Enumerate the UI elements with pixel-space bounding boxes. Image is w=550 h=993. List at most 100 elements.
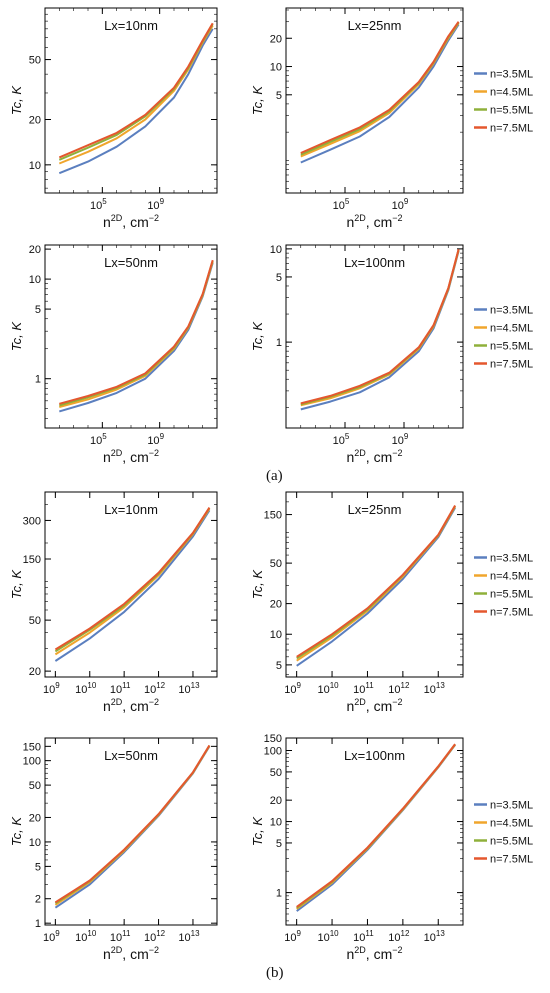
x-tick-label: 109 bbox=[43, 681, 60, 696]
y-tick-label: 20 bbox=[270, 33, 282, 45]
x-tick-label: 1012 bbox=[144, 681, 166, 696]
x-tick-label: 1012 bbox=[388, 929, 410, 944]
x-tick-label: 1012 bbox=[388, 681, 410, 696]
plot-frame bbox=[44, 7, 218, 194]
legend-label: n=3.5ML bbox=[490, 553, 533, 565]
plot-frame bbox=[285, 7, 464, 194]
legend-label: n=4.5ML bbox=[490, 87, 533, 99]
y-tick-label: 10 bbox=[270, 817, 282, 829]
y-tick-label: 10 bbox=[270, 244, 282, 256]
x-tick-label: 105 bbox=[333, 432, 350, 447]
x-axis-label: n2D, cm−2 bbox=[103, 697, 159, 714]
legend-label: n=5.5ML bbox=[490, 589, 533, 601]
y-tick-label: 5 bbox=[276, 90, 282, 102]
minor-ticks bbox=[285, 8, 464, 193]
y-tick-label: 1 bbox=[35, 918, 41, 930]
y-tick-label: 150 bbox=[23, 741, 41, 753]
y-tick-label: 20 bbox=[270, 599, 282, 611]
x-axis-label: n2D, cm−2 bbox=[346, 213, 402, 230]
y-tick-label: 150 bbox=[23, 554, 41, 566]
series-line-n-4-5ML bbox=[296, 506, 456, 662]
legend-label: n=7.5ML bbox=[490, 359, 533, 371]
series-line-n-4-5ML bbox=[300, 22, 460, 158]
y-tick-label: 50 bbox=[270, 558, 282, 570]
legend: n=3.5ML n=4.5ML n=5.5ML n=7.5ML bbox=[474, 305, 533, 371]
series-line-n-3-5ML bbox=[300, 250, 460, 411]
x-tick-label: 1013 bbox=[424, 929, 446, 944]
series-line-n-3-5ML bbox=[54, 745, 211, 909]
y-tick-label: 1 bbox=[35, 374, 41, 386]
plot-frame bbox=[44, 737, 218, 926]
x-tick-label: 109 bbox=[147, 432, 164, 447]
y-tick-label: 50 bbox=[29, 55, 41, 67]
plot-frame bbox=[285, 737, 464, 926]
x-tick-label: 109 bbox=[392, 432, 409, 447]
series-line-n-4-5ML bbox=[58, 25, 214, 165]
series-line-n-3-5ML bbox=[296, 744, 456, 912]
y-tick-label: 150 bbox=[264, 510, 282, 522]
y-tick-label: 20 bbox=[29, 812, 41, 824]
x-axis-label: n2D, cm−2 bbox=[103, 448, 159, 465]
y-tick-label: 20 bbox=[29, 666, 41, 678]
legend-label: n=4.5ML bbox=[490, 818, 533, 830]
x-tick-label: 109 bbox=[43, 929, 60, 944]
x-axis-label: n2D, cm−2 bbox=[103, 213, 159, 230]
y-tick-label: 50 bbox=[29, 780, 41, 792]
legend-label: n=3.5ML bbox=[490, 800, 533, 812]
series-line-n-7-5ML bbox=[296, 743, 456, 908]
legend-label: n=5.5ML bbox=[490, 341, 533, 353]
series-line-n-7-5ML bbox=[54, 507, 211, 651]
y-tick-label: 5 bbox=[35, 861, 41, 873]
legend-label: n=7.5ML bbox=[490, 854, 533, 866]
legend-label: n=4.5ML bbox=[490, 323, 533, 335]
y-axis-label: Tc, K bbox=[9, 321, 24, 351]
x-tick-label: 109 bbox=[284, 681, 301, 696]
x-axis-label: n2D, cm−2 bbox=[346, 697, 402, 714]
series-line-n-7-5ML bbox=[58, 22, 214, 159]
series-line-n-5-5ML bbox=[296, 505, 456, 660]
x-tick-label: 1011 bbox=[353, 681, 374, 696]
series-line-n-4-5ML bbox=[59, 261, 214, 408]
series-line-n-3-5ML bbox=[59, 262, 214, 413]
y-tick-label: 300 bbox=[23, 515, 41, 527]
chart-title: Lx=25nm bbox=[348, 18, 402, 33]
chart-title: Lx=10nm bbox=[104, 502, 158, 517]
x-tick-label: 1013 bbox=[178, 681, 200, 696]
x-tick-label: 1013 bbox=[178, 929, 200, 944]
y-axis-label: Tc, K bbox=[250, 85, 265, 115]
chart-title: Lx=100nm bbox=[344, 748, 405, 763]
chart-b-1: 20 50 150 300 109 1010 1011 1012 1013 n2D, cm−2 Tc… bbox=[9, 491, 218, 714]
series-line-n-4-5ML bbox=[54, 508, 211, 656]
plot-frame bbox=[285, 491, 464, 678]
y-tick-label: 10 bbox=[29, 837, 41, 849]
y-tick-label: 5 bbox=[276, 660, 282, 672]
chart-b-3: 1 2 5 10 20 50 100 150 109 1010 1011 1012 1013 n2D, c… bbox=[9, 737, 218, 962]
y-axis-label: Tc, K bbox=[250, 569, 265, 599]
series-line-n-7-5ML bbox=[296, 505, 456, 658]
y-tick-label: 10 bbox=[270, 629, 282, 641]
y-axis-label: Tc, K bbox=[9, 569, 24, 599]
legend-label: n=7.5ML bbox=[490, 607, 533, 619]
legend-label: n=7.5ML bbox=[490, 123, 533, 135]
minor-ticks bbox=[45, 491, 217, 677]
chart-title: Lx=50nm bbox=[104, 255, 158, 270]
legend-label: n=3.5ML bbox=[490, 305, 533, 317]
x-tick-label: 1010 bbox=[75, 929, 97, 944]
series-line-n-4-5ML bbox=[54, 745, 211, 906]
y-tick-label: 100 bbox=[23, 756, 41, 768]
x-axis-label: n2D, cm−2 bbox=[103, 945, 159, 962]
y-tick-label: 5 bbox=[276, 272, 282, 284]
x-axis-label: n2D, cm−2 bbox=[346, 448, 402, 465]
y-tick-label: 20 bbox=[29, 114, 41, 126]
legend: n=3.5ML n=4.5ML n=5.5ML n=7.5ML bbox=[474, 800, 533, 866]
y-tick-label: 10 bbox=[270, 62, 282, 74]
legend-label: n=3.5ML bbox=[490, 69, 533, 81]
y-axis-label: Tc, K bbox=[250, 321, 265, 351]
series-line-n-5-5ML bbox=[54, 745, 211, 905]
x-tick-label: 109 bbox=[392, 197, 409, 212]
